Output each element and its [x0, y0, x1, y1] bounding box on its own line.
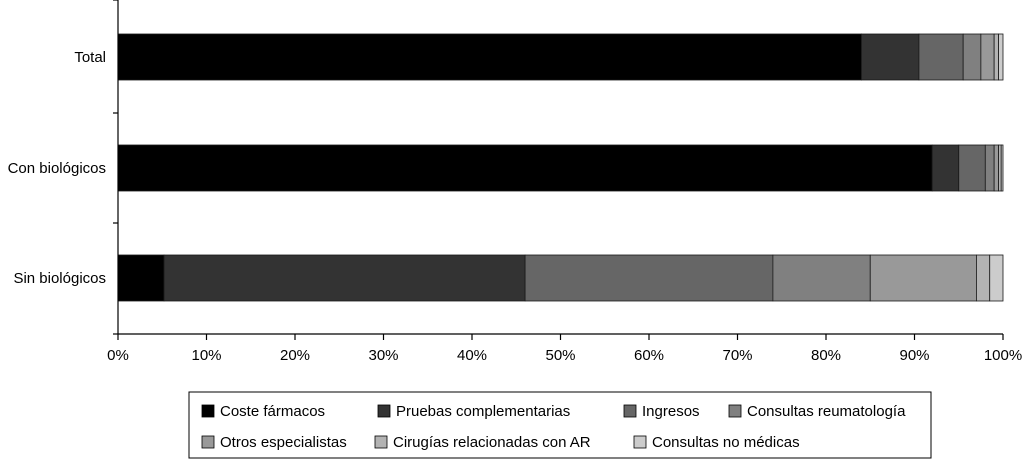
x-tick-label-5: 50%: [545, 347, 575, 364]
bars-layer: [117, 33, 1004, 302]
x-tick-label-2: 20%: [280, 347, 310, 364]
axes-layer: Total Con biológicos Sin biológicos 0% 10% 20…: [8, 0, 1022, 364]
bar-segment-1-2: [958, 144, 986, 192]
legend-swatch-1: [377, 404, 391, 418]
bar-segment-0-1: [861, 33, 920, 81]
bar-segment-1-3: [984, 144, 995, 192]
bar-segment-1-6: [1000, 144, 1004, 192]
legend-swatch-0: [201, 404, 215, 418]
bar-segment-2-2: [524, 254, 774, 302]
bar-segment-1-1: [931, 144, 960, 192]
bar-segment-2-4: [869, 254, 977, 302]
category-label-0: Total: [74, 49, 106, 66]
legend-swatch-3: [728, 404, 742, 418]
legend-label-2: Ingresos: [642, 403, 700, 420]
bar-segment-0-0: [117, 33, 862, 81]
legend-label-0: Coste fármacos: [220, 403, 325, 420]
bar-segment-1-0: [117, 144, 933, 192]
legend-label-3: Consultas reumatología: [747, 403, 906, 420]
x-tick-label-0: 0%: [107, 347, 129, 364]
legend-label-1: Pruebas complementarias: [396, 403, 570, 420]
legend: Coste fármacos Pruebas complementarias Ing…: [188, 391, 932, 459]
bar-segment-2-3: [772, 254, 871, 302]
legend-label-5: Cirugías relacionadas con AR: [393, 434, 591, 451]
x-tick-label-9: 90%: [899, 347, 929, 364]
bar-segment-0-6: [998, 33, 1004, 81]
bar-segment-1-4: [993, 144, 999, 192]
bar-segment-0-4: [980, 33, 995, 81]
bar-segment-0-2: [918, 33, 964, 81]
bar-segment-2-6: [989, 254, 1004, 302]
legend-label-6: Consultas no médicas: [652, 434, 800, 451]
x-tick-label-8: 80%: [811, 347, 841, 364]
bar-segment-0-3: [962, 33, 982, 81]
bar-segment-2-1: [163, 254, 526, 302]
category-label-1: Con biológicos: [8, 160, 106, 177]
x-tick-label-10: 100%: [984, 347, 1022, 364]
legend-swatch-4: [201, 435, 215, 449]
legend-swatch-5: [374, 435, 388, 449]
x-tick-label-3: 30%: [368, 347, 398, 364]
x-tick-label-4: 40%: [457, 347, 487, 364]
bar-segment-2-5: [976, 254, 991, 302]
x-tick-label-1: 10%: [191, 347, 221, 364]
bar-segment-0-5: [993, 33, 999, 81]
x-tick-label-7: 70%: [722, 347, 752, 364]
category-label-2: Sin biológicos: [13, 270, 106, 287]
legend-label-4: Otros especialistas: [220, 434, 347, 451]
bar-segment-2-0: [117, 254, 165, 302]
legend-box: [188, 391, 932, 459]
x-tick-label-6: 60%: [634, 347, 664, 364]
legend-swatch-6: [633, 435, 647, 449]
legend-swatch-2: [623, 404, 637, 418]
